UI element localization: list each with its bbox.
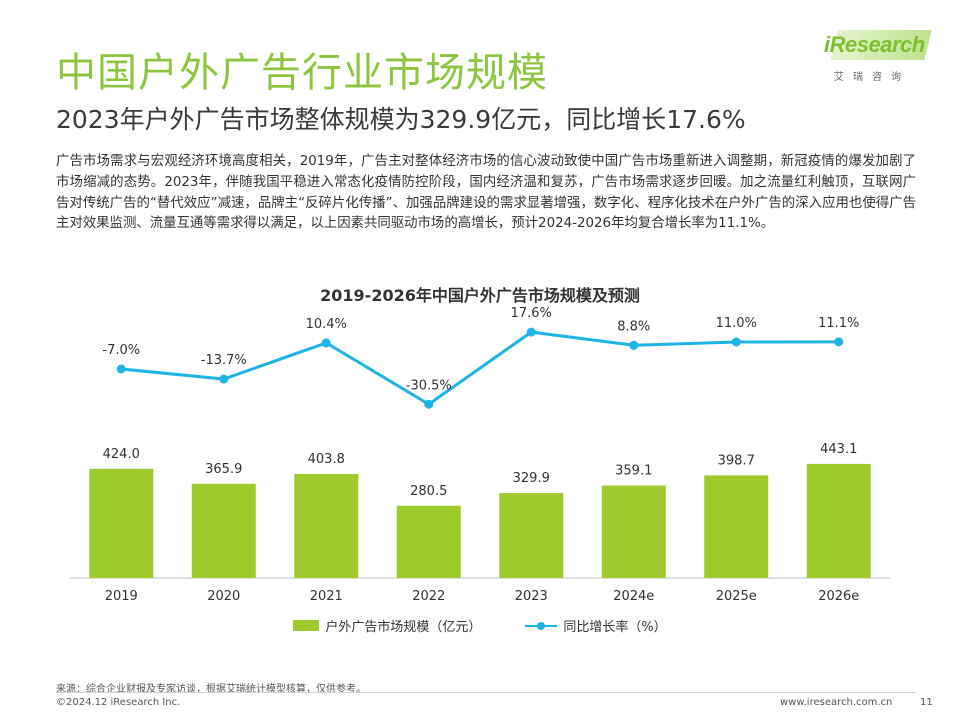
growth-point-2019 [116,364,126,374]
x-tick-label: 2021 [310,589,343,604]
x-tick-label: 2025e [716,589,757,604]
website-link[interactable]: www.iresearch.com.cn [780,697,893,708]
chart-legend: 户外广告市场规模（亿元） 同比增长率（%） [0,616,960,635]
bar-value-label: 329.9 [513,471,550,486]
growth-value-label: -30.5% [406,378,452,393]
logo-chinese: 艾瑞咨询 [834,72,910,83]
growth-point-2024e [629,340,639,350]
growth-value-label: 11.1% [818,316,859,331]
legend-line-swatch [525,620,558,631]
source-note: 来源：综合企业财报及专家访谈，根据艾瑞统计模型核算，仅供参考。 [56,684,366,695]
growth-value-label: -13.7% [201,353,247,368]
bar-value-label: 424.0 [103,447,140,462]
growth-point-2022 [424,399,434,409]
legend-bar-swatch [293,620,320,631]
growth-point-2026e [834,337,844,347]
growth-value-label: 11.0% [716,316,757,331]
chart-title: 2019-2026年中国户外广告市场规模及预测 [320,286,640,305]
legend-item-growth-rate: 同比增长率（%） [525,616,667,635]
growth-value-label: 8.8% [617,319,650,334]
growth-point-2025e [731,337,741,347]
page-number: 11 [920,697,933,708]
bar-value-label: 280.5 [410,484,447,499]
bar-value-label: 359.1 [615,464,652,479]
iresearch-logo: iResearch 艾瑞咨询 [822,30,934,90]
bar-2021 [294,474,359,578]
growth-point-2021 [321,338,331,348]
legend-label-market-size: 户外广告市场规模（亿元） [325,620,482,635]
legend-label-growth-rate: 同比增长率（%） [563,620,667,635]
bar-2019 [89,468,154,578]
logo-english: iResearch [824,32,925,57]
bar-2026e [806,463,871,578]
bar-value-label: 443.1 [820,442,857,457]
footer-divider [56,692,916,693]
bar-2023 [499,493,564,578]
page-subtitle: 2023年户外广告市场整体规模为329.9亿元，同比增长17.6% [56,105,746,134]
bar-2020 [191,483,256,578]
x-tick-label: 2023 [515,589,548,604]
x-tick-label: 2024e [613,589,654,604]
growth-value-label: 17.6% [511,306,552,321]
bar-2022 [396,505,461,578]
growth-rate-line [121,330,839,407]
legend-item-market-size: 户外广告市场规模（亿元） [293,616,481,635]
copyright: ©2024.12 iResearch Inc. [56,697,181,708]
growth-value-label: -7.0% [102,343,140,358]
x-tick-label: 2022 [412,589,445,604]
x-tick-label: 2026e [818,589,859,604]
bar-value-label: 403.8 [308,452,345,467]
bar-value-label: 365.9 [205,462,242,477]
growth-point-2023 [526,327,536,337]
bar-2024e [601,485,666,578]
x-tick-label: 2020 [207,589,240,604]
body-paragraph: 广告市场需求与宏观经济环境高度相关，2019年，广告主对整体经济市场的信心波动致… [56,154,916,232]
growth-point-2020 [219,374,229,384]
bar-2025e [704,475,769,578]
x-tick-label: 2019 [105,589,138,604]
page-title: 中国户外广告行业市场规模 [56,50,548,96]
bar-value-label: 398.7 [718,453,755,468]
growth-value-label: 10.4% [306,317,347,332]
